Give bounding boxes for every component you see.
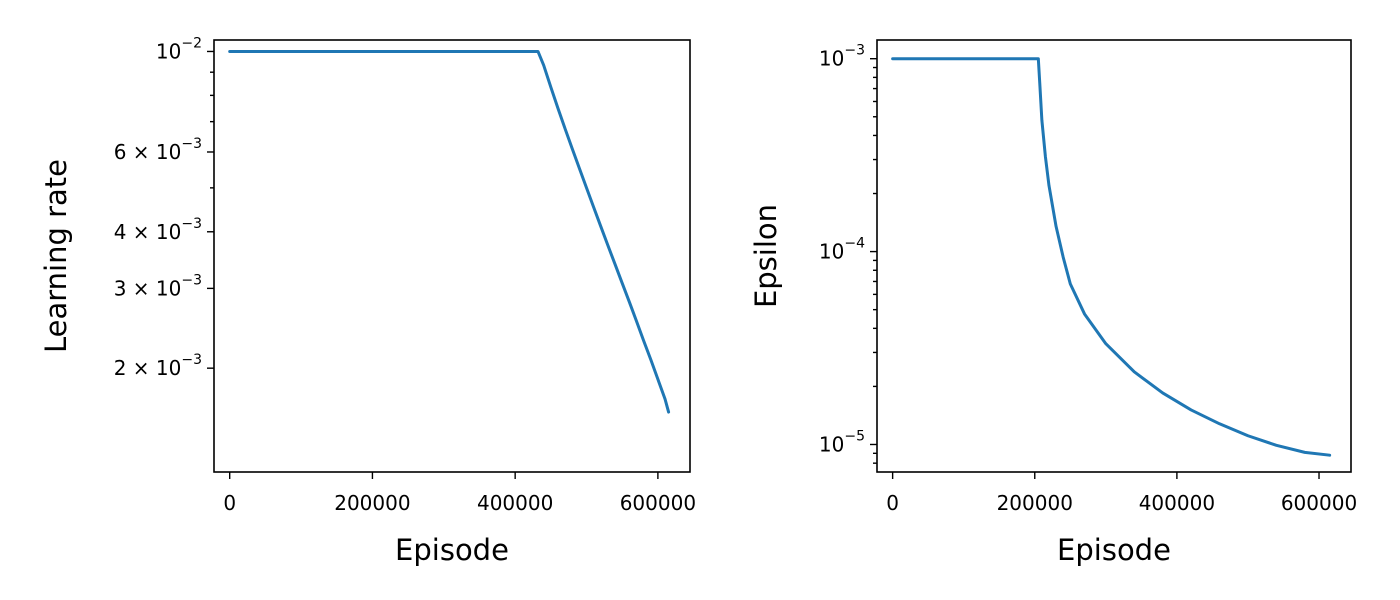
x-tick-label: 600000: [1281, 491, 1357, 515]
epsilon-panel: 0 200000 400000 60000010−310−410−5EpisodeEp…: [749, 39, 1357, 567]
y-tick-label: 10−5: [819, 428, 865, 456]
y-tick-exponent: −5: [844, 428, 865, 444]
x-tick-label: 400000: [1139, 491, 1215, 515]
y-tick-label: 3 × 10−3: [114, 272, 202, 300]
series-line: [891, 57, 1332, 457]
y-tick-exponent: −4: [844, 236, 865, 252]
y-tick-base: 6 × 10: [114, 140, 182, 164]
y-tick-base: 3 × 10: [114, 276, 182, 300]
y-tick-base: 4 × 10: [114, 220, 182, 244]
series-line: [228, 49, 671, 414]
y-tick-exponent: −2: [181, 35, 202, 51]
x-axis-title: Episode: [1057, 533, 1171, 567]
y-tick-label: 2 × 10−3: [114, 352, 202, 380]
y-tick-exponent: −3: [181, 352, 202, 368]
x-tick-label: 0: [886, 491, 899, 515]
y-tick-label: 10−4: [819, 236, 865, 264]
y-tick-exponent: −3: [844, 43, 865, 59]
x-tick-label: 600000: [620, 491, 696, 515]
x-tick-label: 0: [223, 491, 236, 515]
plot-frame: [876, 39, 1352, 473]
y-tick-label: 4 × 10−3: [114, 216, 202, 244]
y-axis-title: Epsilon: [749, 204, 783, 308]
y-tick-exponent: −3: [181, 136, 202, 152]
y-tick-base: 10: [819, 432, 844, 456]
y-tick-label: 6 × 10−3: [114, 136, 202, 164]
y-tick-base: 10: [819, 240, 844, 264]
plot-frame: [213, 39, 691, 473]
y-tick-exponent: −3: [181, 272, 202, 288]
x-tick-label: 200000: [334, 491, 410, 515]
x-tick-label: 400000: [477, 491, 553, 515]
y-tick-label: 10−3: [819, 43, 865, 71]
y-axis-title: Learning rate: [39, 159, 73, 353]
y-tick-base: 10: [819, 47, 844, 71]
y-tick-base: 2 × 10: [114, 356, 182, 380]
x-axis-title: Episode: [395, 533, 509, 567]
y-tick-base: 10: [156, 39, 181, 63]
y-tick-exponent: −3: [181, 216, 202, 232]
y-tick-label: 10−2: [156, 35, 202, 63]
x-tick-label: 200000: [997, 491, 1073, 515]
